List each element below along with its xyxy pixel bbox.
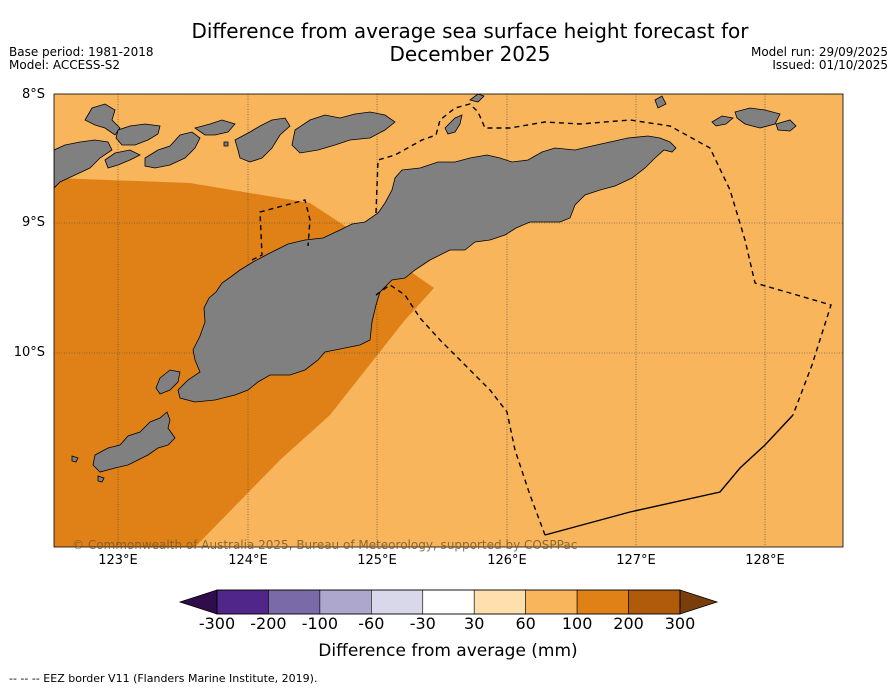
colorbar-tick-label: 60 — [515, 614, 536, 633]
model-name: Model: ACCESS-S2 — [9, 58, 121, 72]
metadata-left: Base period: 1981-2018 Model: ACCESS-S2 — [9, 46, 154, 72]
title-line-1: Difference from average sea surface heig… — [191, 19, 749, 43]
colorbar-tick-label: -200 — [250, 614, 287, 633]
lat-label-8s: 8°S — [21, 87, 45, 102]
island-atauro — [444, 114, 463, 135]
title-line-2: December 2025 — [389, 42, 551, 66]
colorbar-segment — [628, 589, 681, 615]
colorbar — [178, 589, 719, 615]
model-run: Model run: 29/09/2025 — [750, 45, 888, 59]
semau-island — [155, 369, 181, 395]
timor-island — [177, 135, 677, 403]
colorbar-segment — [576, 589, 629, 615]
island-alor — [144, 131, 201, 169]
colorbar-segment — [268, 589, 321, 615]
land — [54, 94, 797, 483]
island-romang — [469, 94, 485, 103]
colorbar-tick-label: 200 — [613, 614, 644, 633]
chart-title: Difference from average sea surface heig… — [0, 20, 896, 66]
colorbar-title: Difference from average (mm) — [318, 641, 578, 661]
island-adonara — [104, 149, 141, 169]
metadata-right: Model run: 29/09/2025 Issued: 01/10/2025 — [751, 46, 888, 72]
eez-border-solid — [544, 414, 794, 536]
lon-label-125e: 125°E — [357, 553, 397, 568]
island-wetar-w — [234, 117, 291, 163]
colorbar-tick-label: 100 — [561, 614, 593, 633]
colorbar-frame — [216, 589, 681, 615]
issued-date: Issued: 01/10/2025 — [772, 58, 888, 72]
colorbar-tick-label: -100 — [301, 614, 339, 633]
lon-label-123e: 123°E — [98, 553, 138, 568]
base-period: Base period: 1981-2018 — [9, 45, 154, 59]
rote-island — [92, 411, 176, 473]
colorbar-segment — [525, 589, 578, 615]
island-small-3 — [223, 141, 229, 147]
colorbar-segment — [319, 589, 372, 615]
copyright-notice: © Commonwealth of Australia 2025, Bureau… — [72, 538, 578, 552]
colorbar-under-extend — [178, 589, 218, 615]
lat-label-10s: 10°S — [13, 345, 45, 360]
colorbar-tick-label: -60 — [358, 614, 385, 633]
colorbar-tick-label: 300 — [664, 614, 696, 633]
island-leti — [711, 115, 734, 127]
island-wetar — [291, 111, 396, 154]
lon-label-124e: 124°E — [228, 553, 268, 568]
colorbar-segment — [473, 589, 526, 615]
lon-label-127e: 127°E — [616, 553, 656, 568]
colorbar-segment — [371, 589, 424, 615]
lat-label-9s: 9°S — [21, 215, 45, 230]
alor-west — [54, 139, 113, 189]
lon-label-128e: 128°E — [745, 553, 785, 568]
lon-label-126e: 126°E — [487, 553, 527, 568]
colorbar-segment — [216, 589, 269, 615]
colorbar-tick-label: 30 — [464, 614, 485, 633]
island-moa — [734, 107, 781, 129]
eez-border — [251, 103, 832, 536]
eez-legend-note: -- -- -- EEZ border V11 (Flanders Marine… — [9, 672, 318, 685]
island-lomblen — [115, 123, 161, 146]
island-kisar — [654, 95, 667, 109]
island-small-2 — [97, 475, 105, 483]
island-small-1 — [71, 455, 79, 463]
colorbar-tick-label: -30 — [409, 614, 436, 633]
island-pura — [194, 119, 236, 136]
colorbar-tick-label: -300 — [198, 614, 236, 633]
island-lakor — [775, 119, 797, 132]
island-pantar — [84, 103, 121, 136]
colorbar-over-extend — [679, 589, 719, 615]
map-frame — [53, 93, 844, 548]
gridlines — [54, 94, 843, 547]
colorbar-segment — [422, 589, 475, 615]
